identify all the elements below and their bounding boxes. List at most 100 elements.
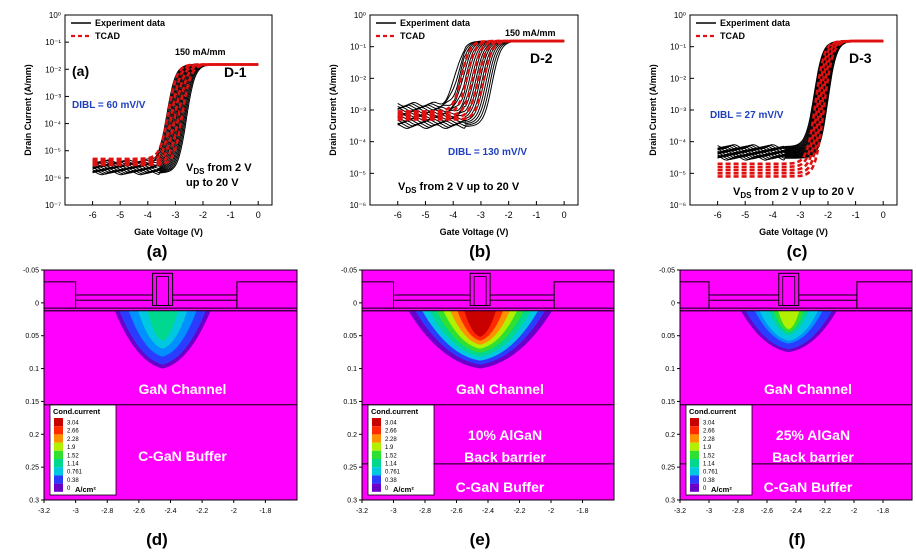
y-tick-label: 0.05 bbox=[661, 333, 675, 340]
x-tick-label: -2.6 bbox=[761, 508, 773, 515]
y-tick-label: 0.1 bbox=[347, 366, 357, 373]
y-tick-label: 0.2 bbox=[347, 432, 357, 439]
layer-label-backbarrier: 10% AlGaN bbox=[468, 427, 542, 443]
x-tick-label: -3.2 bbox=[356, 508, 368, 515]
colorbar-title: Cond.current bbox=[371, 407, 419, 416]
y-tick-label: 10⁻³ bbox=[670, 106, 686, 115]
colorbar-swatch bbox=[372, 459, 381, 468]
colorbar-swatch bbox=[372, 442, 381, 451]
x-tick-label: -5 bbox=[741, 210, 749, 220]
y-tick-label: 0.2 bbox=[29, 432, 39, 439]
x-tick-label: -2 bbox=[231, 508, 237, 515]
y-tick-label: 10⁻⁴ bbox=[349, 138, 366, 147]
vds-rest: from 2 V bbox=[204, 162, 252, 174]
y-tick-label: 0.1 bbox=[29, 366, 39, 373]
y-tick-label: 0 bbox=[35, 300, 39, 307]
colorbar-value: 1.52 bbox=[703, 453, 715, 459]
x-tick-label: -1 bbox=[852, 210, 860, 220]
vds-annotation-line2: up to 20 V bbox=[186, 177, 239, 189]
current-annotation: 150 mA/mm bbox=[175, 47, 226, 57]
source-contact bbox=[361, 281, 394, 309]
colorbar-value: 1.14 bbox=[67, 462, 79, 468]
vds-annotation: VDS from 2 V up to 20 V bbox=[398, 181, 520, 195]
panel-caption: (f) bbox=[789, 530, 806, 549]
colorbar-swatch bbox=[372, 475, 381, 484]
colorbar-swatch bbox=[372, 434, 381, 443]
colorbar-swatch bbox=[54, 459, 63, 468]
y-tick-label: 0.15 bbox=[661, 399, 675, 406]
colorbar-value: 3.04 bbox=[67, 421, 79, 427]
layer-label-buffer: C-GaN Buffer bbox=[764, 479, 853, 495]
y-tick-label: 10⁰ bbox=[354, 11, 366, 20]
layer-label-channel: GaN Channel bbox=[764, 381, 852, 397]
y-tick-label: 0 bbox=[353, 300, 357, 307]
colorbar-value: 0.38 bbox=[703, 478, 715, 484]
colorbar-swatch bbox=[54, 426, 63, 435]
layer-label-buffer: C-GaN Buffer bbox=[138, 448, 227, 464]
x-tick-label: -2.8 bbox=[732, 508, 744, 515]
x-tick-label: -6 bbox=[89, 210, 97, 220]
colorbar-value: 0 bbox=[703, 486, 707, 492]
tcad-curve bbox=[397, 39, 565, 117]
colorbar-swatch bbox=[54, 418, 63, 427]
y-tick-label: 0.3 bbox=[347, 498, 357, 505]
device-label: D-3 bbox=[849, 50, 872, 66]
device-crosssection-1: -3.2 -3 -2.8 -2.6 -2.4 -2.2 -2 -1.8 -0.05 0 0.05 0.… bbox=[23, 268, 298, 515]
y-tick-label: -0.05 bbox=[341, 268, 357, 275]
y-tick-label: 0.2 bbox=[665, 432, 675, 439]
colorbar-swatch bbox=[690, 483, 699, 492]
legend-label-experiment: Experiment data bbox=[400, 18, 471, 28]
x-tick-label: -2.6 bbox=[133, 508, 145, 515]
panel-caption: (a) bbox=[147, 242, 168, 261]
legend-label-tcad: TCAD bbox=[400, 31, 425, 41]
y-tick-label: 10⁻⁵ bbox=[45, 147, 61, 156]
tcad-curve bbox=[397, 39, 565, 113]
x-tick-label: -1 bbox=[227, 210, 235, 220]
y-tick-label: 0.25 bbox=[343, 465, 357, 472]
x-tick-label: -2 bbox=[851, 508, 857, 515]
transfer-plot-1: -6 -5 -4 -3 -2 -1 0 10⁻⁷ 10⁻⁶ 10⁻⁵ 10⁻⁴ 10⁻³ 10⁻² 10⁻… bbox=[23, 11, 273, 237]
source-contact bbox=[43, 281, 77, 309]
drain-contact bbox=[553, 281, 615, 309]
x-tick-label: -6 bbox=[394, 210, 402, 220]
x-tick-label: -3 bbox=[706, 508, 712, 515]
source-contact bbox=[679, 281, 710, 309]
gate-stem bbox=[152, 272, 174, 306]
x-tick-label: -2.2 bbox=[513, 508, 525, 515]
colorbar-value: 0.761 bbox=[703, 470, 719, 476]
gate-stem bbox=[778, 272, 800, 306]
colorbar-swatch bbox=[372, 467, 381, 476]
current-contour bbox=[464, 310, 496, 337]
x-tick-label: -2 bbox=[505, 210, 513, 220]
x-tick-label: -2 bbox=[199, 210, 207, 220]
dibl-annotation: DIBL = 27 mV/V bbox=[710, 110, 784, 121]
gate-stem bbox=[469, 272, 491, 306]
colorbar-value: 1.52 bbox=[385, 453, 397, 459]
y-tick-label: 10⁻¹ bbox=[45, 38, 61, 47]
gate-foot bbox=[782, 276, 796, 306]
tcad-curve bbox=[397, 39, 565, 121]
colorbar-value: 2.28 bbox=[67, 437, 79, 443]
y-tick-label: 10⁻⁴ bbox=[669, 138, 686, 147]
y-tick-label: -0.05 bbox=[659, 268, 675, 275]
x-tick-label: -2.4 bbox=[164, 508, 176, 515]
x-tick-label: -3 bbox=[73, 508, 79, 515]
colorbar-swatch bbox=[690, 426, 699, 435]
y-tick-label: 0.3 bbox=[665, 498, 675, 505]
x-axis-label: Gate Voltage (V) bbox=[759, 227, 828, 237]
colorbar-value: 0.38 bbox=[385, 478, 397, 484]
colorbar-swatch bbox=[690, 442, 699, 451]
tcad-curve bbox=[92, 63, 259, 164]
y-axis-label: Drain Current (A/mm) bbox=[328, 64, 338, 156]
colorbar-swatch bbox=[54, 450, 63, 459]
colorbar-unit: A/cm² bbox=[75, 485, 96, 494]
y-tick-label: 10⁻⁴ bbox=[44, 120, 61, 129]
legend-label-experiment: Experiment data bbox=[95, 18, 166, 28]
y-tick-label: 10⁻⁶ bbox=[350, 201, 366, 210]
x-tick-label: -2.2 bbox=[196, 508, 208, 515]
curves bbox=[92, 63, 259, 176]
colorbar-value: 1.52 bbox=[67, 453, 79, 459]
vds-annotation-line1: VDS from 2 V bbox=[186, 162, 252, 176]
y-tick-label: 0.15 bbox=[25, 399, 39, 406]
